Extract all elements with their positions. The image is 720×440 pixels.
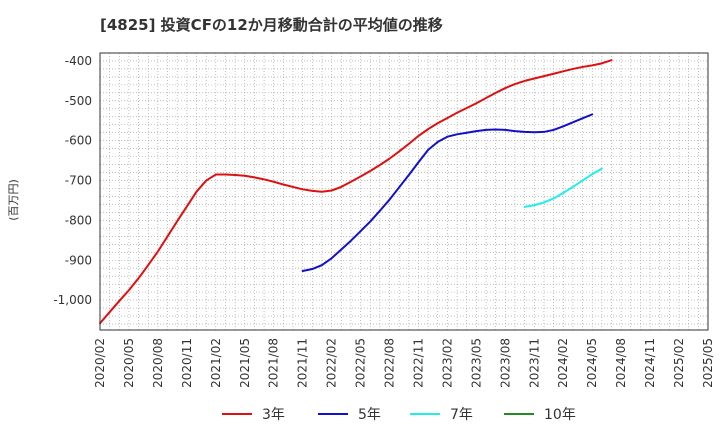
legend: 3年 5年 7年 10年 (222, 407, 576, 423)
legend-label: 10年 (544, 407, 576, 423)
x-tick-label: 2024/08 (614, 338, 628, 388)
x-tick-label: 2024/11 (643, 338, 657, 388)
x-tick-label: 2023/05 (469, 338, 483, 388)
x-tick-label: 2024/02 (556, 338, 570, 388)
y-tick-label: -700 (65, 174, 92, 188)
x-tick-label: 2020/02 (93, 338, 107, 388)
y-tick-label: -400 (65, 54, 92, 68)
chart-title: [4825] 投資CFの12か月移動合計の平均値の推移 (100, 16, 443, 34)
plot-area (100, 53, 708, 330)
x-tick-label: 2022/05 (354, 338, 368, 388)
x-tick-label: 2021/11 (296, 338, 310, 388)
plot-border (99, 52, 709, 331)
legend-label: 7年 (450, 407, 473, 423)
x-tick-label: 2023/08 (498, 338, 512, 388)
x-tick-label: 2025/02 (672, 338, 686, 388)
x-tick-label: 2021/05 (238, 338, 252, 388)
legend-label: 5年 (358, 407, 381, 423)
y-tick-label: -1,000 (53, 293, 92, 307)
x-tick-label: 2023/11 (527, 338, 541, 388)
x-tick-label: 2024/05 (585, 338, 599, 388)
x-tick-label: 2021/08 (267, 338, 281, 388)
x-tick-label: 2020/11 (180, 338, 194, 388)
y-tick-label: -800 (65, 213, 92, 227)
x-axis-ticks: 2020/02 2020/05 2020/08 2020/11 2021/02 2021/… (93, 338, 715, 388)
series-line-7年 (523, 167, 603, 208)
y-tick-label: -500 (65, 94, 92, 108)
y-axis-label: (百万円) (7, 179, 20, 221)
y-axis-ticks: -400 -500 -600 -700 -800 -900 -1,000 (53, 54, 92, 307)
series-line-3年 (99, 59, 613, 325)
x-tick-label: 2021/02 (209, 338, 223, 388)
series-layer (99, 59, 613, 325)
x-tick-label: 2025/05 (701, 338, 715, 388)
x-tick-label: 2022/02 (325, 338, 339, 388)
series-line-5年 (301, 113, 594, 273)
x-tick-label: 2020/05 (122, 338, 136, 388)
legend-label: 3年 (262, 407, 285, 423)
x-tick-label: 2022/11 (411, 338, 425, 388)
y-tick-label: -900 (65, 253, 92, 267)
x-tick-label: 2020/08 (151, 338, 165, 388)
x-tick-label: 2023/02 (440, 338, 454, 388)
y-tick-label: -600 (65, 134, 92, 148)
x-tick-label: 2022/08 (383, 338, 397, 388)
